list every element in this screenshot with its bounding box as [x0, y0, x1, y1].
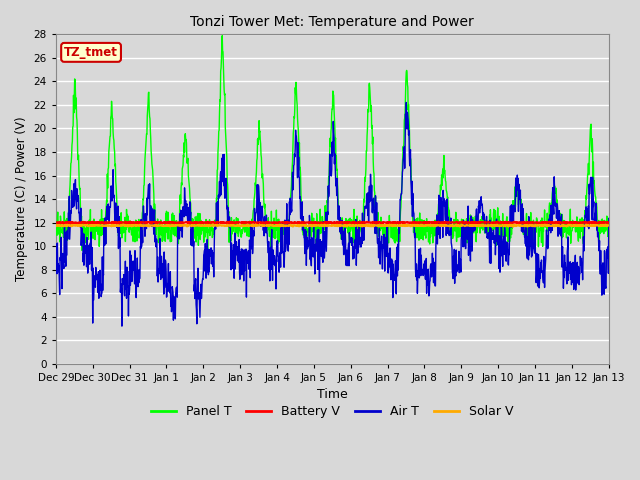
- Text: TZ_tmet: TZ_tmet: [64, 46, 118, 59]
- X-axis label: Time: Time: [317, 388, 348, 401]
- Title: Tonzi Tower Met: Temperature and Power: Tonzi Tower Met: Temperature and Power: [191, 15, 474, 29]
- Y-axis label: Temperature (C) / Power (V): Temperature (C) / Power (V): [15, 117, 28, 281]
- Legend: Panel T, Battery V, Air T, Solar V: Panel T, Battery V, Air T, Solar V: [146, 400, 519, 423]
